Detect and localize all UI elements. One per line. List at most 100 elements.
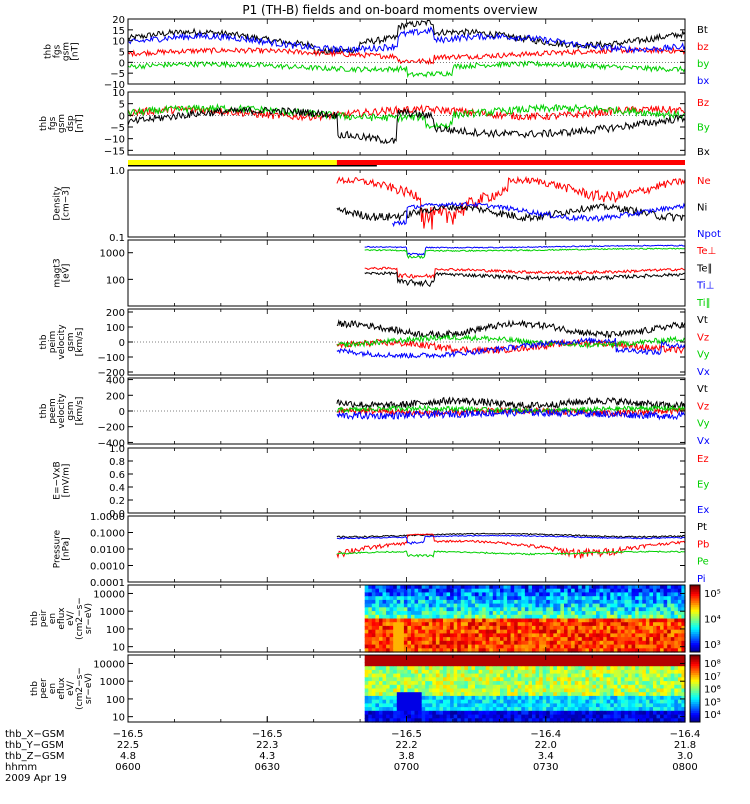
spectrogram-cell: [425, 666, 430, 671]
spectrogram-cell: [613, 658, 618, 663]
spectrogram-cell: [457, 699, 462, 704]
spectrogram-cell: [677, 662, 683, 667]
spectrogram-cell: [400, 669, 405, 675]
spectrogram-cell: [435, 692, 441, 697]
spectrogram-cell: [418, 618, 423, 623]
spectrogram-cell: [645, 681, 651, 686]
spectrogram-cell: [528, 588, 533, 593]
spectrogram-cell: [663, 629, 668, 634]
spectrogram-cell: [478, 625, 483, 631]
spectrogram-cell: [638, 666, 643, 671]
spectrogram-cell: [500, 644, 505, 649]
spectrogram-cell: [578, 677, 583, 682]
spectrogram-cell: [542, 692, 547, 697]
spectrogram-cell: [599, 669, 604, 675]
spectrogram-cell: [578, 622, 583, 627]
y-tick-label: 0: [119, 407, 125, 418]
spectrogram-cell: [368, 588, 373, 593]
spectrogram-cell: [364, 688, 369, 693]
spectrogram-cell: [414, 655, 419, 660]
spectrogram-cell: [428, 677, 433, 682]
spectrogram-cell: [535, 692, 540, 697]
spectrogram-cell: [396, 603, 401, 608]
spectrogram-cell: [386, 681, 391, 686]
y-axis-label: thb: [39, 334, 49, 349]
spectrogram-cell: [517, 669, 522, 675]
spectrogram-cell: [496, 710, 501, 716]
spectrogram-cell: [478, 622, 483, 627]
spectrogram-cell: [549, 714, 554, 719]
spectrogram-cell: [560, 629, 565, 634]
spectrogram-cell: [628, 658, 633, 663]
colorbar-step: [690, 605, 700, 608]
spectrogram-cell: [439, 599, 444, 605]
spectrogram-cell: [524, 710, 530, 716]
spectrogram-cell: [393, 614, 398, 620]
spectrogram-cell: [592, 703, 597, 708]
spectrogram-cell: [592, 688, 597, 693]
spectrogram-cell: [421, 618, 426, 623]
spectrogram-cell: [617, 592, 622, 597]
spectrogram-cell: [457, 611, 462, 616]
spectrogram-cell: [407, 658, 412, 663]
spectrogram-cell: [432, 699, 437, 704]
spectrogram-cell: [610, 681, 615, 686]
spectrogram-cell: [475, 695, 480, 701]
spectrogram-cell: [528, 695, 533, 701]
spectrogram-cell: [464, 666, 469, 671]
spectrogram-cell: [549, 662, 554, 667]
spectrogram-cell: [542, 669, 547, 675]
y-tick-label: 1.0000: [90, 512, 125, 523]
spectrogram-cell: [585, 588, 590, 593]
spectrogram-cell: [379, 658, 384, 663]
spectrogram-cell: [539, 648, 544, 653]
y-tick-label: 5: [119, 48, 125, 59]
spectrogram-cell: [446, 707, 451, 712]
spectrogram-cell: [567, 644, 572, 649]
spectrogram-cell: [556, 618, 562, 623]
spectrogram-cell: [564, 618, 569, 623]
spectrogram-cell: [464, 714, 469, 719]
spectrogram-cell: [503, 692, 508, 697]
spectrogram-cell: [549, 614, 554, 620]
spectrogram-cell: [371, 666, 376, 671]
spectrogram-cell: [624, 655, 629, 660]
spectrogram-cell: [379, 607, 384, 612]
colorbar-label: 10⁵: [704, 589, 721, 600]
spectrogram-cell: [670, 658, 675, 663]
spectrogram-cell: [471, 585, 476, 590]
spectrogram-cell: [396, 607, 401, 612]
spectrogram-cell: [596, 592, 601, 597]
spectrogram-cell: [500, 592, 505, 597]
spectrogram-cell: [425, 592, 430, 597]
spectrogram-cell: [407, 648, 412, 653]
spectrogram-cell: [624, 603, 629, 608]
spectrogram-cell: [471, 614, 476, 620]
colorbar-step: [690, 627, 700, 631]
spectrogram-cell: [638, 695, 643, 701]
x-tick-label-y: 21.8: [674, 740, 696, 751]
spectrogram-cell: [638, 688, 643, 693]
spectrogram-cell: [475, 585, 480, 590]
spectrogram-cell: [460, 673, 465, 678]
spectrogram-cell: [578, 611, 583, 616]
spectrogram-cell: [439, 618, 444, 623]
spectrogram-cell: [546, 710, 551, 716]
spectrogram-cell: [606, 644, 611, 649]
spectrogram-cell: [674, 644, 679, 649]
spectrogram-peir_spec: [364, 585, 686, 653]
spectrogram-cell: [421, 718, 426, 723]
spectrogram-cell: [517, 622, 522, 627]
spectrogram-cell: [660, 640, 665, 646]
colorbar-step: [690, 710, 700, 714]
spectrogram-cell: [421, 640, 426, 646]
spectrogram-cell: [542, 658, 547, 663]
spectrogram-cell: [460, 648, 465, 653]
spectrogram-cell: [521, 710, 526, 716]
spectrogram-cell: [407, 592, 412, 597]
spectrogram-cell: [467, 681, 473, 686]
chart-title: P1 (TH-B) fields and on-board moments ov…: [242, 3, 538, 17]
spectrogram-cell: [453, 599, 458, 605]
spectrogram-cell: [617, 614, 622, 620]
